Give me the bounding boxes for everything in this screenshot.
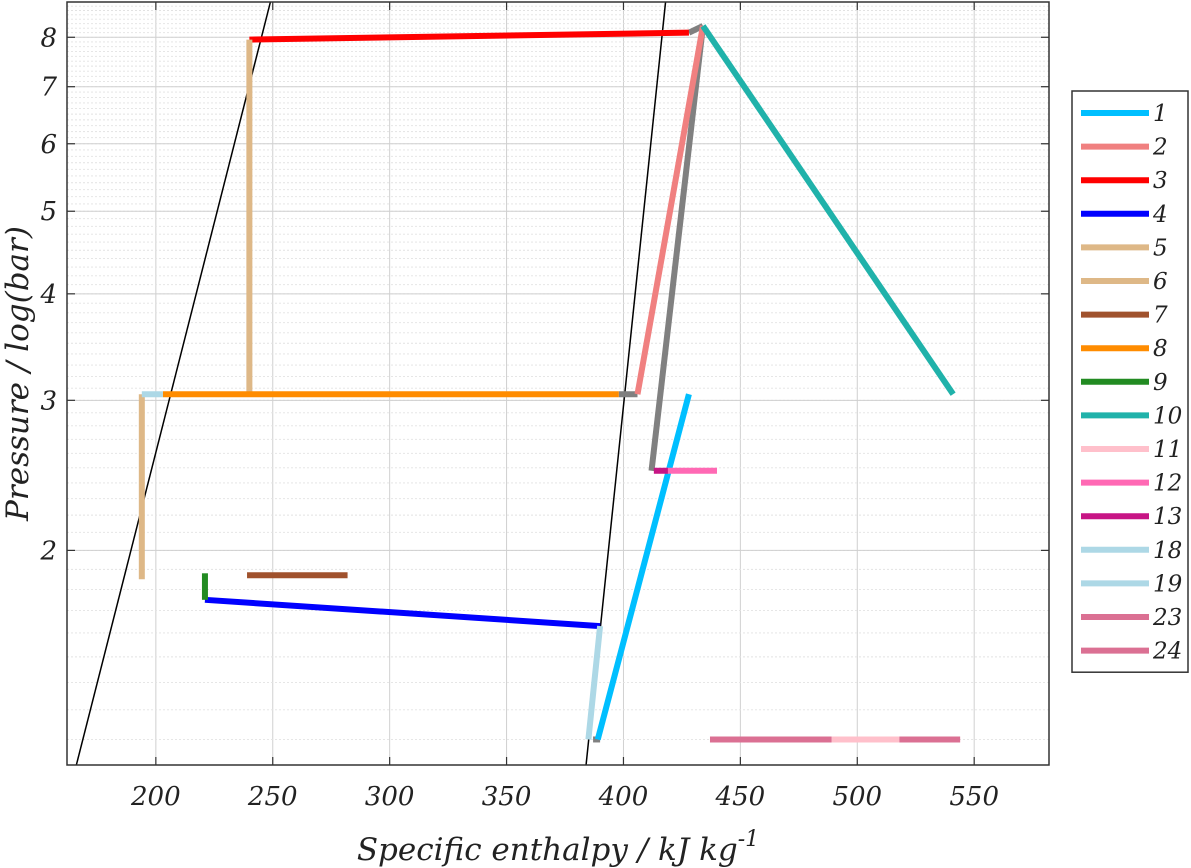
series-line-10	[700, 24, 956, 396]
y-tick-label: 8	[40, 23, 57, 53]
legend-label-18: 18	[1153, 538, 1182, 564]
x-tick-label: 200	[130, 782, 181, 812]
legend-label-7: 7	[1153, 303, 1168, 329]
x-tick-label: 350	[482, 782, 532, 812]
x-tick-labels: 200 250 300 350 400 450 500 550	[130, 782, 999, 812]
y-axis-title: Pressure / log(bar)	[0, 226, 36, 522]
legend-label-2: 2	[1152, 135, 1168, 161]
x-tick-label: 500	[832, 782, 882, 812]
x-tick-label: 450	[715, 782, 766, 812]
x-tick-label: 300	[365, 782, 415, 812]
y-tick-labels: 2 3 4 5 6 7 8	[39, 23, 57, 566]
legend-label-3: 3	[1153, 168, 1168, 194]
x-tick-label: 250	[247, 782, 298, 812]
legend-label-10: 10	[1153, 403, 1182, 429]
legend-label-1: 1	[1153, 101, 1168, 127]
legend-label-9: 9	[1153, 370, 1168, 396]
y-tick-label: 5	[40, 197, 57, 227]
legend-label-23: 23	[1152, 605, 1182, 631]
legend-label-6: 6	[1153, 269, 1168, 295]
y-tick-label: 7	[40, 73, 57, 103]
series-line-4	[204, 596, 601, 630]
y-tick-label: 6	[40, 130, 57, 160]
process-line-unlabeled	[648, 25, 706, 472]
series-line-3	[249, 29, 689, 43]
legend-label-8: 8	[1153, 336, 1168, 362]
legend-label-5: 5	[1153, 235, 1168, 261]
x-tick-label: 400	[598, 782, 649, 812]
legend-label-11: 11	[1153, 437, 1182, 463]
y-tick-label: 2	[39, 536, 57, 566]
series-lines	[138, 23, 961, 743]
series-line-2	[634, 25, 706, 395]
x-axis-title: Specific enthalpy / kJ kg-1	[357, 827, 759, 868]
plot-area	[67, 2, 1049, 765]
legend-label-24: 24	[1152, 639, 1182, 665]
legend-label-12: 12	[1153, 471, 1182, 497]
y-tick-label: 3	[40, 386, 57, 416]
ticks	[67, 2, 1049, 765]
grid	[67, 2, 1049, 765]
legend-label-13: 13	[1153, 504, 1182, 530]
legend-label-19: 19	[1153, 571, 1182, 597]
series-line-1	[594, 393, 692, 741]
plot-frame	[66, 1, 1050, 766]
series-line-19	[585, 625, 604, 740]
saturation-curve	[75, 2, 272, 765]
legend-label-4: 4	[1152, 202, 1168, 228]
y-tick-label: 4	[39, 280, 57, 310]
x-tick-label: 550	[949, 782, 999, 812]
